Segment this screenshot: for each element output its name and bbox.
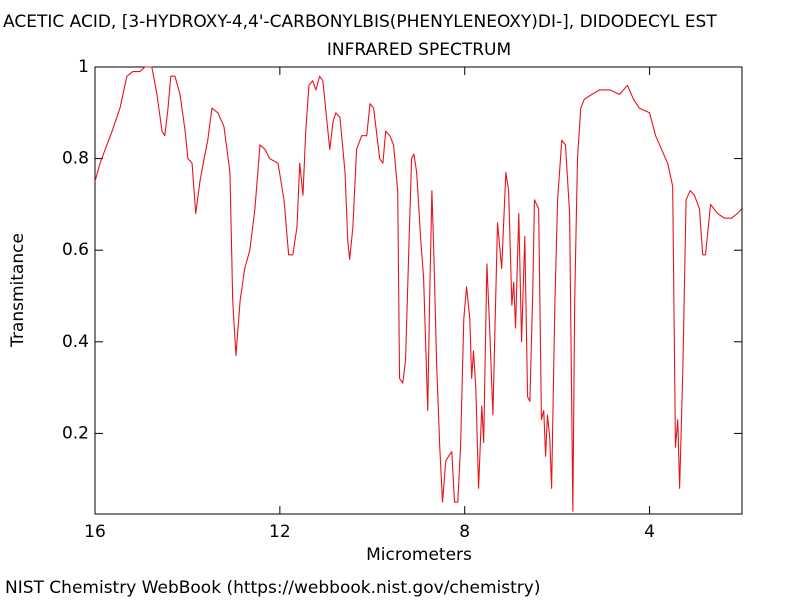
chart-title: ACETIC ACID, [3-HYDROXY-4,4'-CARBONYLBIS… (3, 12, 717, 32)
plot-frame (94, 66, 743, 515)
y-tick-label: 0.4 (62, 332, 89, 352)
y-tick-label: 0.2 (62, 423, 89, 443)
x-tick-label: 8 (459, 522, 470, 542)
chart-subtitle: INFRARED SPECTRUM (327, 40, 511, 60)
x-tick-label: 4 (644, 522, 655, 542)
x-tick-label: 16 (84, 522, 106, 542)
y-axis-label: Transmitance (8, 233, 28, 348)
x-tick-label: 12 (269, 522, 291, 542)
x-axis-label: Micrometers (366, 545, 472, 565)
y-tick-label: 0.8 (62, 149, 89, 169)
spectrum-line (94, 66, 742, 512)
footer: NIST Chemistry WebBook (https://webbook.… (5, 578, 540, 598)
y-tick-label: 0.6 (62, 240, 89, 260)
y-tick-label: 1 (78, 57, 89, 77)
